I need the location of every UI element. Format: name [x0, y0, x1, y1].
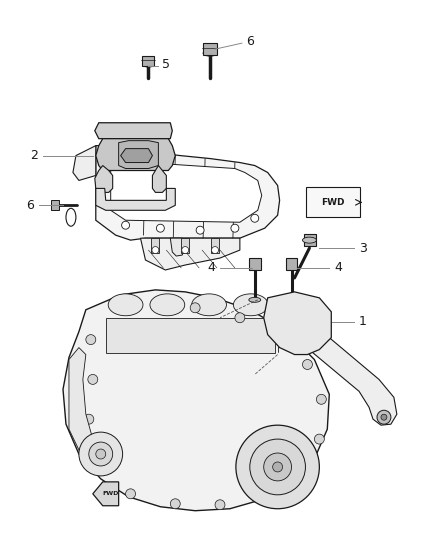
Ellipse shape [142, 61, 155, 67]
Polygon shape [63, 290, 329, 511]
Circle shape [86, 335, 96, 345]
Polygon shape [119, 141, 159, 168]
Text: 5: 5 [162, 58, 170, 70]
Circle shape [84, 414, 94, 424]
Polygon shape [307, 335, 397, 425]
Circle shape [88, 375, 98, 384]
Ellipse shape [192, 294, 226, 316]
Circle shape [236, 425, 319, 508]
Circle shape [294, 464, 304, 474]
Ellipse shape [150, 294, 185, 316]
Circle shape [381, 414, 387, 420]
Circle shape [251, 214, 259, 222]
Text: 1: 1 [359, 315, 367, 328]
Text: 6: 6 [26, 199, 34, 212]
Circle shape [275, 333, 285, 343]
Circle shape [96, 449, 106, 459]
Ellipse shape [203, 50, 217, 56]
Bar [211, 238, 219, 253]
Text: 4: 4 [207, 262, 215, 274]
Circle shape [156, 224, 164, 232]
Circle shape [212, 247, 219, 254]
Ellipse shape [108, 294, 143, 316]
Text: 2: 2 [30, 149, 38, 162]
Circle shape [273, 462, 283, 472]
Text: 6: 6 [246, 35, 254, 47]
Bar [152, 238, 159, 253]
Bar [181, 238, 189, 253]
Polygon shape [152, 166, 166, 192]
Polygon shape [111, 160, 262, 222]
Circle shape [170, 499, 180, 508]
Polygon shape [96, 139, 175, 171]
Bar [142, 56, 155, 66]
Circle shape [316, 394, 326, 404]
Circle shape [190, 303, 200, 313]
Ellipse shape [233, 294, 268, 316]
Circle shape [309, 337, 318, 345]
Circle shape [314, 434, 324, 444]
Polygon shape [69, 348, 96, 464]
Circle shape [276, 306, 283, 314]
Circle shape [126, 489, 135, 499]
Circle shape [89, 442, 113, 466]
Circle shape [196, 226, 204, 234]
Polygon shape [96, 146, 279, 240]
Circle shape [264, 453, 292, 481]
Circle shape [79, 432, 123, 476]
Ellipse shape [249, 297, 261, 302]
Circle shape [235, 313, 245, 322]
Circle shape [215, 500, 225, 510]
Text: FWD: FWD [102, 491, 119, 496]
Polygon shape [95, 123, 172, 139]
Polygon shape [170, 238, 184, 256]
Bar [286, 258, 297, 270]
Bar [304, 234, 316, 246]
Circle shape [122, 221, 130, 229]
Circle shape [278, 340, 286, 348]
Ellipse shape [286, 295, 297, 300]
FancyBboxPatch shape [307, 188, 360, 217]
Polygon shape [95, 166, 113, 192]
Circle shape [377, 410, 391, 424]
Bar [249, 258, 261, 270]
Text: 4: 4 [334, 262, 342, 274]
Bar [51, 200, 59, 211]
Text: 3: 3 [359, 241, 367, 255]
Circle shape [152, 247, 159, 254]
Polygon shape [96, 188, 175, 211]
Text: FWD: FWD [321, 198, 345, 207]
Circle shape [292, 304, 300, 312]
Bar [203, 43, 217, 55]
Circle shape [91, 452, 101, 462]
Circle shape [307, 308, 315, 316]
Circle shape [250, 439, 305, 495]
Ellipse shape [303, 237, 316, 243]
Polygon shape [120, 149, 152, 163]
Circle shape [231, 224, 239, 232]
Polygon shape [264, 292, 331, 354]
Circle shape [303, 360, 312, 369]
Polygon shape [73, 146, 96, 181]
Polygon shape [141, 238, 240, 270]
Circle shape [182, 247, 189, 254]
Polygon shape [93, 482, 119, 506]
Circle shape [260, 489, 270, 499]
Bar [106, 318, 275, 352]
Circle shape [293, 341, 301, 349]
